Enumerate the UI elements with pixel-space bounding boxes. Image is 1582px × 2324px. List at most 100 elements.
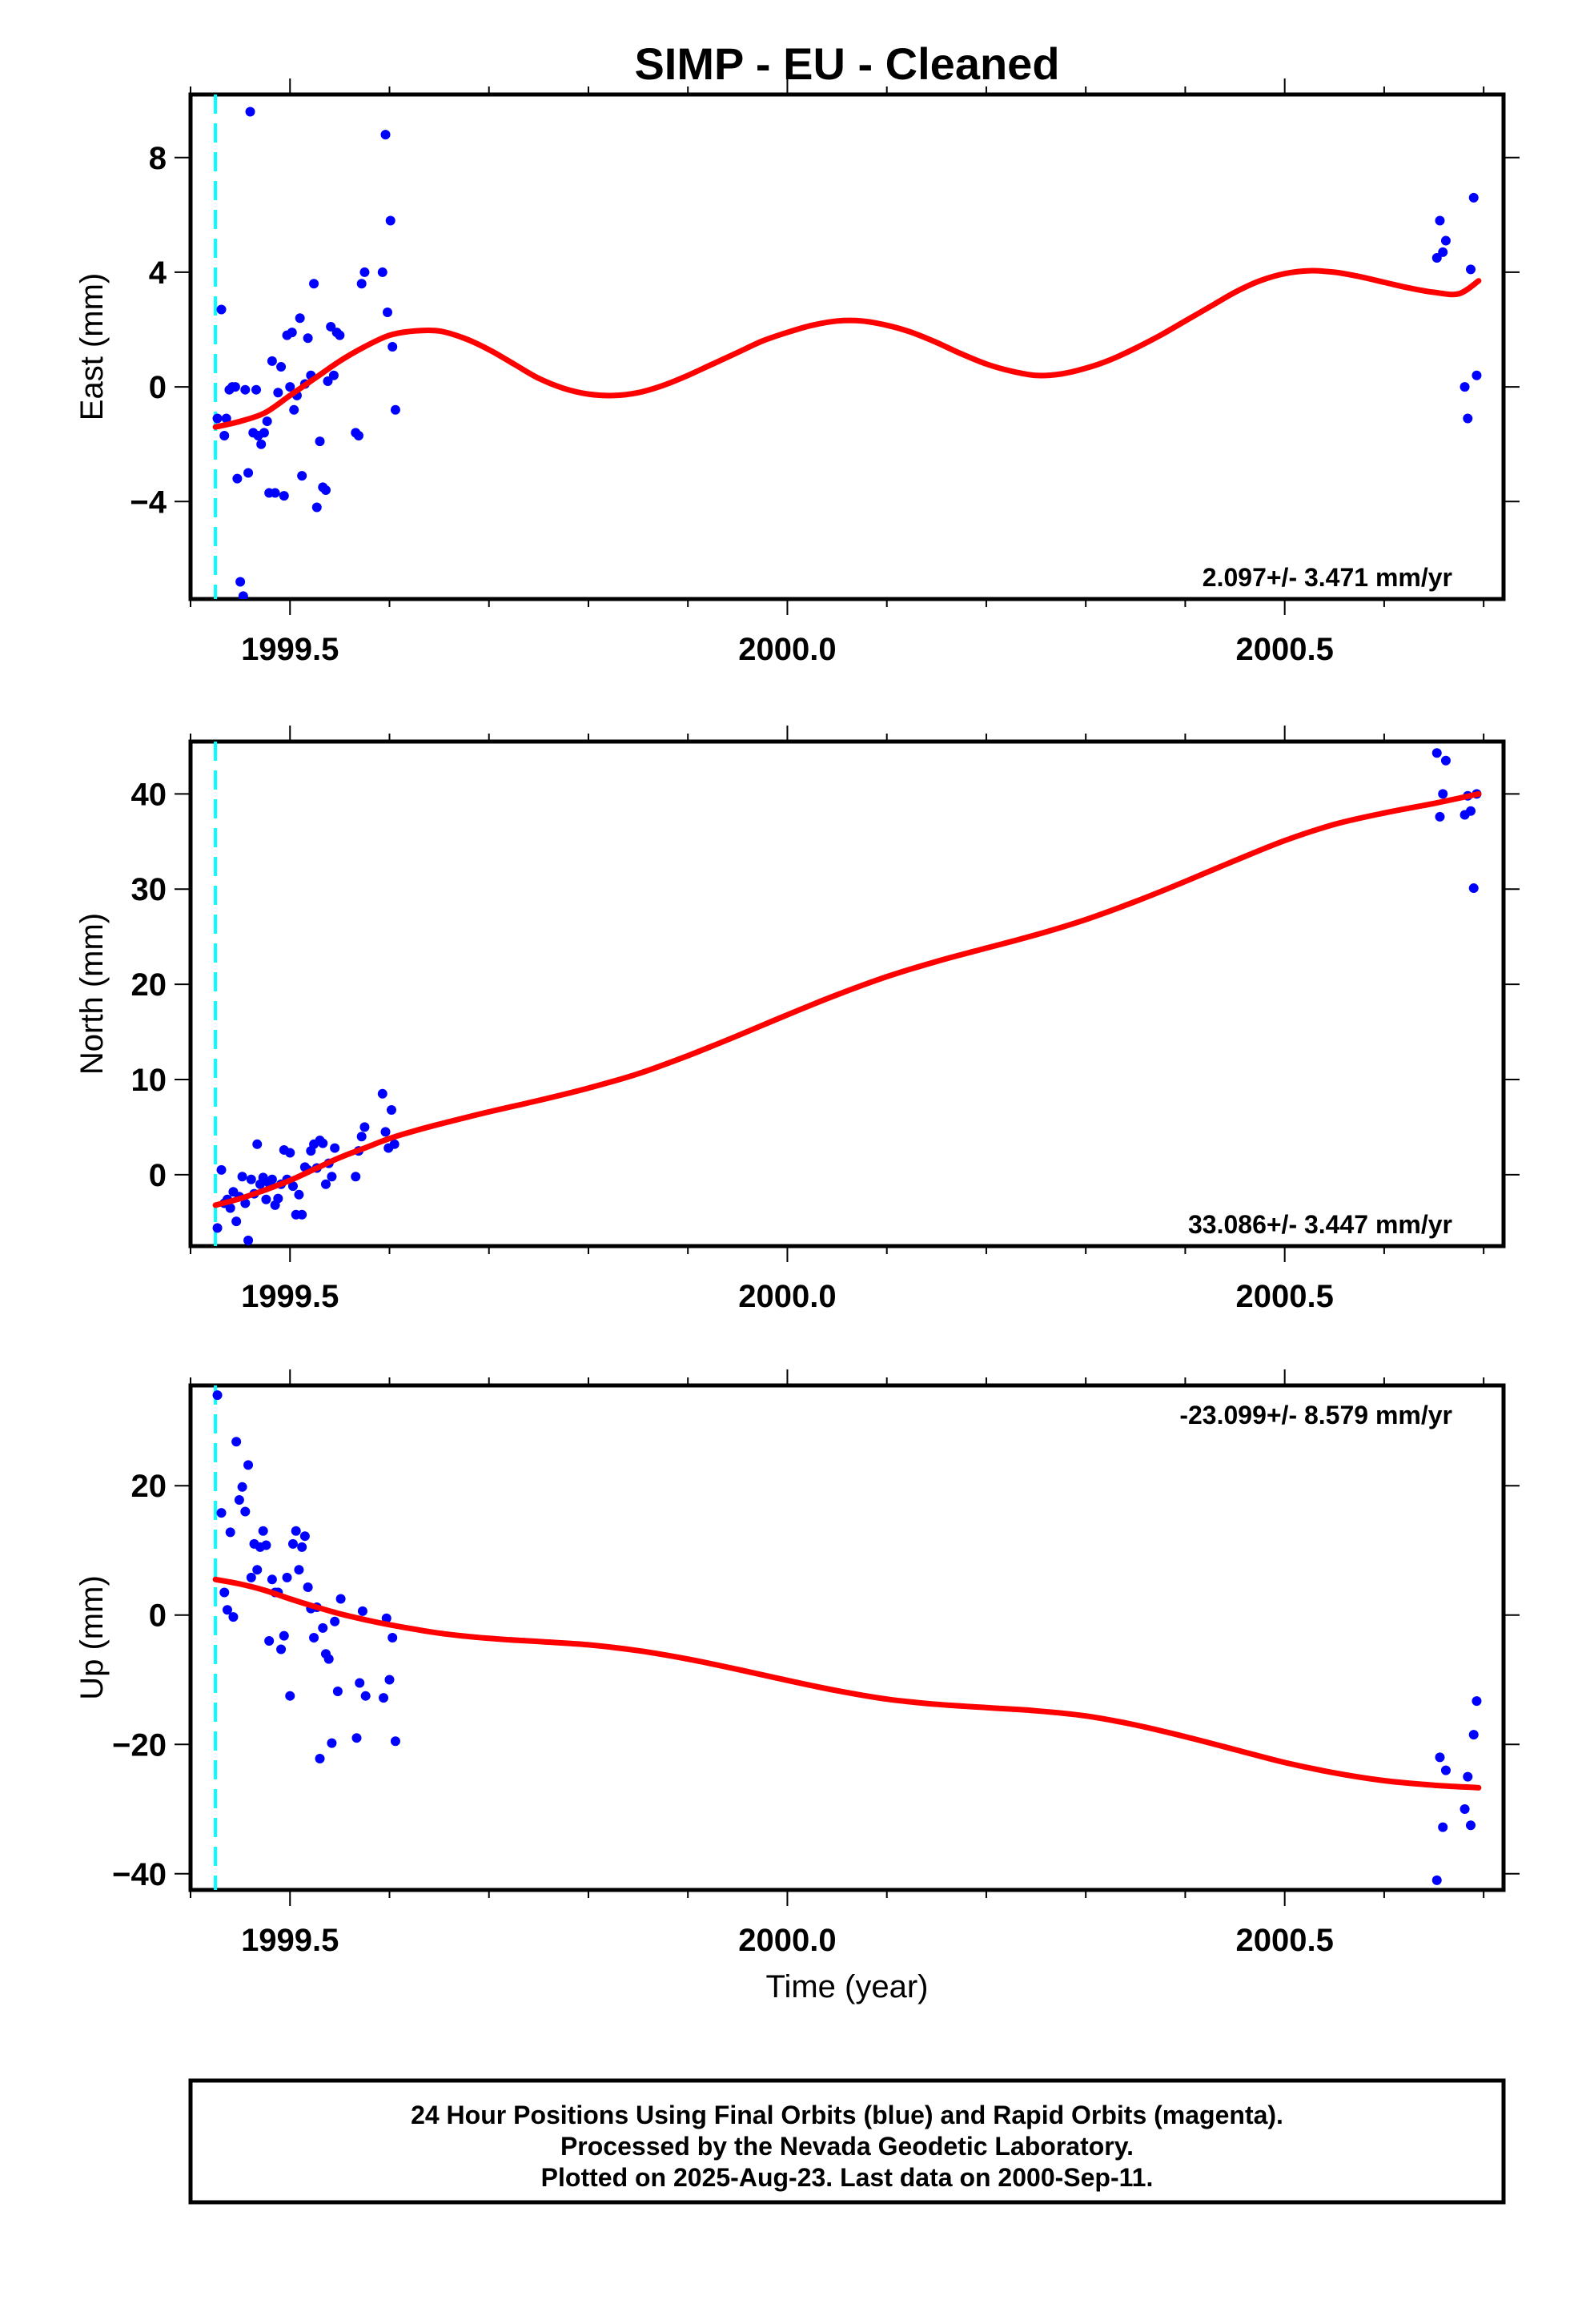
up-data-point [279, 1630, 289, 1641]
east-y-tick-label: 0 [149, 370, 167, 405]
east-data-point [356, 279, 367, 289]
east-x-tick-label: 2000.0 [738, 632, 836, 667]
up-data-point [1438, 1822, 1448, 1832]
up-data-point [267, 1574, 277, 1585]
north-data-point [377, 1088, 387, 1099]
up-x-tick-label: 2000.5 [1235, 1923, 1333, 1958]
up-data-point [216, 1508, 227, 1518]
north-data-point [330, 1143, 340, 1153]
up-data-point [243, 1460, 254, 1470]
east-data-point [285, 382, 295, 392]
east-data-point [251, 384, 261, 395]
east-data-point [1468, 192, 1479, 203]
up-data-point [1472, 1696, 1482, 1707]
north-data-point [351, 1172, 361, 1182]
north-data-point [1468, 883, 1479, 894]
east-data-point [1463, 413, 1473, 424]
up-y-tick-label: 20 [131, 1469, 167, 1504]
up-data-point [327, 1738, 337, 1748]
up-data-point [261, 1540, 271, 1550]
up-data-point [225, 1527, 235, 1538]
north-data-point [273, 1193, 283, 1204]
north-data-point [231, 1216, 242, 1227]
east-panel: 1999.5 2000.0 2000.5 −4 0 4 8 East (mm) 2.097+/-… [74, 78, 1520, 667]
up-data-point [264, 1636, 275, 1647]
up-data-point [390, 1736, 400, 1747]
east-data-point [219, 430, 230, 440]
north-y-tick-label: 20 [131, 967, 167, 1003]
east-y-tick-label: 8 [149, 141, 167, 176]
up-plot-frame [188, 1383, 1506, 1892]
north-data-point [225, 1203, 235, 1213]
east-data-point [359, 267, 370, 277]
up-data-point [351, 1733, 362, 1743]
east-data-point [276, 362, 287, 372]
north-data-point [243, 1235, 254, 1245]
north-data-point [327, 1172, 337, 1182]
up-data-point [384, 1675, 395, 1685]
up-data-point [282, 1572, 292, 1582]
east-data-point [256, 439, 267, 449]
east-x-tick-label: 2000.5 [1235, 632, 1333, 667]
east-data-point [297, 471, 307, 481]
up-y-tick-label: −20 [112, 1727, 167, 1763]
up-data-point [360, 1691, 371, 1701]
up-data-point [303, 1582, 313, 1592]
east-data-point [1440, 235, 1451, 246]
east-plot-frame [188, 92, 1506, 601]
east-data-point [279, 491, 289, 501]
up-data-point [252, 1565, 263, 1575]
east-data-point [328, 370, 339, 380]
up-data-point [315, 1754, 325, 1764]
east-data-point [315, 436, 325, 447]
east-data-point [259, 428, 269, 438]
north-data-point [267, 1174, 277, 1184]
east-rate-label: 2.097+/- 3.471 mm/yr [1203, 563, 1452, 592]
north-x-tick-label: 1999.5 [241, 1279, 339, 1314]
east-data-point [1431, 253, 1442, 263]
north-data-point [1466, 806, 1476, 816]
north-x-tick-label: 2000.5 [1235, 1279, 1333, 1314]
east-data-point [232, 473, 243, 484]
up-data-point [357, 1606, 367, 1616]
footer-line-3: Plotted on 2025-Aug-23. Last data on 200… [541, 2163, 1154, 2192]
north-data-point [1440, 755, 1451, 766]
north-data-point [1435, 811, 1445, 822]
east-data-point [243, 468, 254, 478]
east-data-point [245, 107, 255, 117]
east-data-point [1435, 215, 1445, 226]
east-data-point [289, 404, 299, 415]
north-rate-label: 33.086+/- 3.447 mm/yr [1188, 1210, 1452, 1239]
up-data-point [381, 1613, 391, 1623]
north-data-point [252, 1139, 263, 1149]
up-data-point [335, 1594, 346, 1604]
east-data-point [320, 485, 331, 495]
up-x-tick-label: 2000.0 [738, 1923, 836, 1958]
up-data-point [219, 1587, 230, 1598]
east-x-tick-label: 1999.5 [241, 632, 339, 667]
north-data-point [380, 1127, 391, 1137]
east-data-point [235, 577, 246, 587]
north-y-tick-label: 0 [149, 1158, 167, 1193]
east-data-point [230, 382, 240, 392]
east-data-point [303, 333, 313, 344]
up-data-point [297, 1542, 307, 1552]
east-data-point [390, 404, 400, 415]
east-data-point [385, 215, 396, 226]
east-data-point [1472, 370, 1482, 380]
north-data-point [261, 1194, 271, 1204]
north-data-point [318, 1138, 328, 1148]
chart-title: SIMP - EU - Cleaned [634, 38, 1059, 89]
east-data-point [1438, 247, 1448, 257]
up-data-point [294, 1565, 304, 1575]
east-data-point [240, 384, 251, 395]
east-data-point [387, 342, 398, 352]
east-data-point [221, 413, 231, 424]
north-data-point [212, 1223, 223, 1233]
east-data-point [383, 308, 392, 318]
up-data-point [355, 1678, 365, 1688]
up-y-tick-label: −40 [112, 1857, 167, 1892]
north-data-point [386, 1105, 396, 1116]
east-y-tick-label: 4 [149, 255, 167, 291]
